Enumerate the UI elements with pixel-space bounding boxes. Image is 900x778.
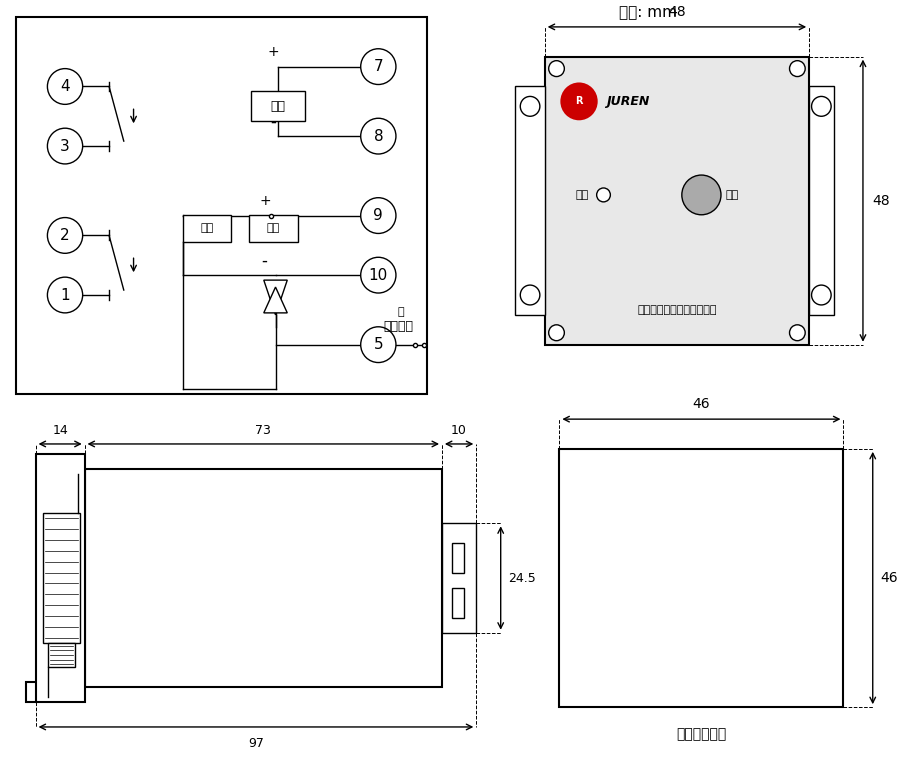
Circle shape bbox=[682, 175, 721, 215]
Circle shape bbox=[812, 285, 831, 305]
Polygon shape bbox=[264, 280, 287, 315]
Circle shape bbox=[789, 61, 806, 76]
Text: 46: 46 bbox=[693, 398, 710, 412]
Text: +: + bbox=[260, 194, 272, 208]
Bar bbox=[36, 454, 85, 702]
Text: 24.5: 24.5 bbox=[508, 572, 536, 584]
Circle shape bbox=[520, 96, 540, 116]
Text: 启动: 启动 bbox=[271, 100, 285, 113]
Text: 8: 8 bbox=[374, 128, 383, 144]
Text: 单位: mm: 单位: mm bbox=[618, 5, 677, 20]
Text: 46: 46 bbox=[880, 571, 898, 585]
Circle shape bbox=[520, 285, 540, 305]
Text: 73: 73 bbox=[256, 424, 271, 437]
Text: 9: 9 bbox=[374, 208, 383, 223]
Circle shape bbox=[48, 218, 83, 254]
Text: 复归: 复归 bbox=[201, 223, 213, 233]
Circle shape bbox=[361, 258, 396, 293]
Circle shape bbox=[562, 83, 597, 119]
Text: 3: 3 bbox=[60, 138, 70, 153]
Text: 10: 10 bbox=[451, 424, 467, 437]
Bar bbox=[43, 513, 80, 643]
Text: 辅源: 辅源 bbox=[267, 223, 280, 233]
Circle shape bbox=[549, 61, 564, 76]
Polygon shape bbox=[264, 287, 287, 313]
Text: 面板开孔尺寸: 面板开孔尺寸 bbox=[676, 727, 726, 741]
Circle shape bbox=[361, 49, 396, 85]
Bar bbox=[452, 543, 464, 573]
Bar bbox=[516, 86, 544, 315]
Text: 动作: 动作 bbox=[576, 190, 589, 200]
FancyBboxPatch shape bbox=[183, 215, 231, 243]
Text: 4: 4 bbox=[60, 79, 70, 94]
Circle shape bbox=[549, 324, 564, 341]
Text: +: + bbox=[267, 44, 279, 58]
Bar bbox=[16, 17, 427, 394]
Bar bbox=[560, 449, 843, 707]
Text: 远方复归: 远方复归 bbox=[382, 320, 413, 333]
Text: 48: 48 bbox=[873, 194, 890, 208]
Circle shape bbox=[361, 118, 396, 154]
Bar bbox=[809, 86, 833, 315]
Bar bbox=[85, 469, 442, 687]
Text: 一: 一 bbox=[398, 307, 404, 317]
Circle shape bbox=[48, 277, 83, 313]
Text: 上海聚仁电力科技有限公司: 上海聚仁电力科技有限公司 bbox=[637, 305, 716, 315]
FancyBboxPatch shape bbox=[251, 92, 305, 121]
Text: 97: 97 bbox=[248, 737, 264, 750]
Bar bbox=[49, 643, 75, 668]
Text: JUREN: JUREN bbox=[607, 95, 650, 108]
Text: 复位: 复位 bbox=[726, 190, 739, 200]
Text: 10: 10 bbox=[369, 268, 388, 282]
Text: -: - bbox=[261, 252, 266, 270]
Circle shape bbox=[361, 198, 396, 233]
Text: -: - bbox=[270, 113, 276, 131]
Bar bbox=[544, 57, 809, 345]
Text: 7: 7 bbox=[374, 59, 383, 74]
Text: 5: 5 bbox=[374, 337, 383, 352]
Text: 2: 2 bbox=[60, 228, 70, 243]
Circle shape bbox=[48, 68, 83, 104]
Text: 48: 48 bbox=[668, 5, 686, 19]
Text: 1: 1 bbox=[60, 288, 70, 303]
Text: R: R bbox=[575, 96, 583, 107]
Bar bbox=[452, 588, 464, 618]
Bar bbox=[442, 524, 476, 633]
Circle shape bbox=[361, 327, 396, 363]
Circle shape bbox=[812, 96, 831, 116]
Circle shape bbox=[597, 188, 610, 202]
Circle shape bbox=[789, 324, 806, 341]
Text: 14: 14 bbox=[52, 424, 68, 437]
FancyBboxPatch shape bbox=[249, 215, 298, 243]
Circle shape bbox=[48, 128, 83, 164]
